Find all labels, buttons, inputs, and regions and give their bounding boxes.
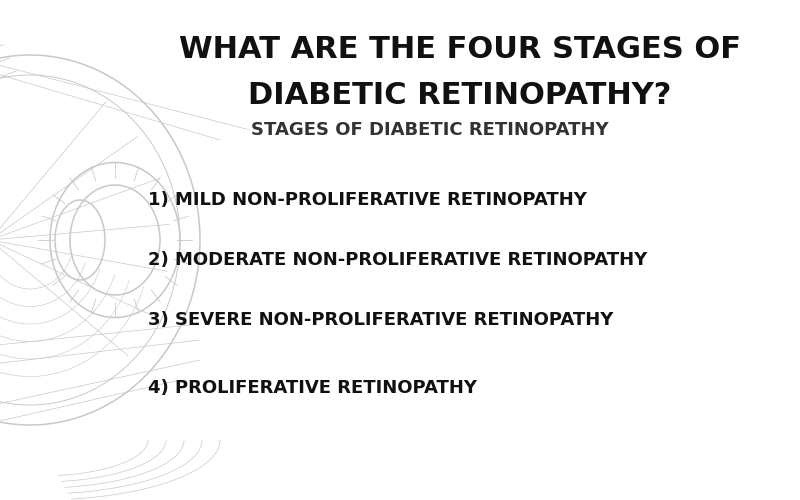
Text: 4) PROLIFERATIVE RETINOPATHY: 4) PROLIFERATIVE RETINOPATHY	[148, 379, 477, 397]
Text: WHAT ARE THE FOUR STAGES OF: WHAT ARE THE FOUR STAGES OF	[179, 36, 741, 64]
Text: DIABETIC RETINOPATHY?: DIABETIC RETINOPATHY?	[248, 80, 672, 110]
Text: 2) MODERATE NON-PROLIFERATIVE RETINOPATHY: 2) MODERATE NON-PROLIFERATIVE RETINOPATH…	[148, 251, 647, 269]
Text: 3) SEVERE NON-PROLIFERATIVE RETINOPATHY: 3) SEVERE NON-PROLIFERATIVE RETINOPATHY	[148, 311, 614, 329]
Text: STAGES OF DIABETIC RETINOPATHY: STAGES OF DIABETIC RETINOPATHY	[251, 121, 609, 139]
Text: 1) MILD NON-PROLIFERATIVE RETINOPATHY: 1) MILD NON-PROLIFERATIVE RETINOPATHY	[148, 191, 587, 209]
